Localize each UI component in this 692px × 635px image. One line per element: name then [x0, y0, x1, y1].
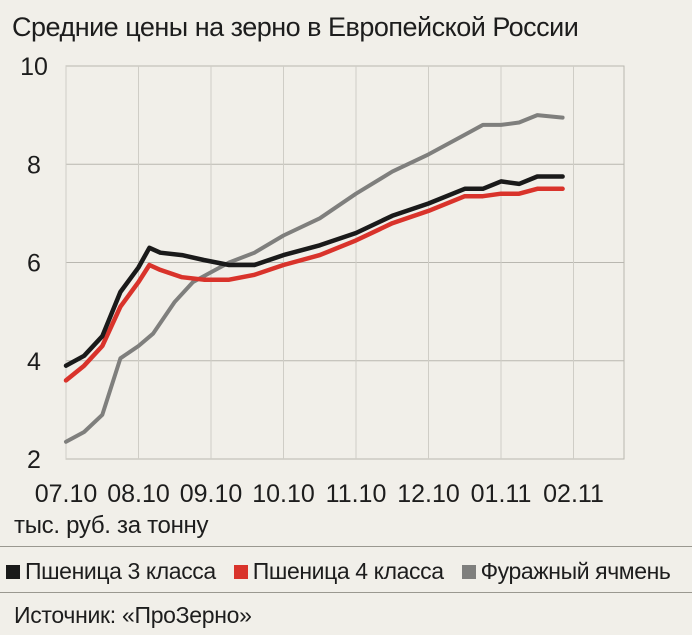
- series-line-wheat-4: [63, 186, 565, 383]
- legend-swatch-wheat-3: [6, 564, 20, 579]
- x-tick-label: 11.10: [326, 480, 387, 508]
- line-chart: 2 4 6 8 10 07.10 08.10 09.10 10.10 11.10 12.10 01.…: [20, 53, 625, 508]
- y-tick-label: 6: [27, 250, 41, 278]
- series-lines: [63, 113, 565, 444]
- legend-swatch-barley: [461, 564, 476, 579]
- y-tick-label: 8: [27, 151, 41, 179]
- source-note: Источник: «ПроЗерно»: [14, 602, 252, 628]
- legend-label-wheat-3: Пшеница 3 класса: [25, 558, 216, 584]
- legend-item-barley: Фуражный ячмень: [461, 558, 671, 585]
- legend-divider: [0, 546, 692, 547]
- x-tick-label: 08.10: [107, 480, 170, 508]
- legend-item-wheat-4: Пшеница 4 класса: [233, 558, 444, 585]
- legend-swatch-wheat-4: [233, 564, 248, 579]
- y-tick-label: 4: [27, 348, 41, 376]
- source-divider: [0, 592, 692, 593]
- series-line-barley: [64, 113, 565, 444]
- x-tick-label: 10.10: [252, 480, 315, 508]
- legend: Пшеница 3 класса Пшеница 4 класса Фуражн…: [6, 558, 671, 585]
- y-axis-unit-label: тыс. руб. за тонну: [14, 512, 209, 539]
- x-tick-label: 01.11: [471, 480, 532, 508]
- y-tick-label: 2: [27, 446, 41, 474]
- x-tick-label: 09.10: [180, 480, 243, 508]
- x-tick-label: 07.10: [35, 480, 98, 508]
- x-axis-ticks: 07.10 08.10 09.10 10.10 11.10 12.10 01.11 02.11: [35, 480, 604, 508]
- legend-item-wheat-3: Пшеница 3 класса: [6, 558, 216, 585]
- y-axis-ticks: 2 4 6 8 10: [20, 53, 48, 474]
- legend-label-barley: Фуражный ячмень: [480, 558, 671, 584]
- x-tick-label: 02.11: [543, 480, 604, 508]
- chart-title: Средние цены на зерно в Европейской Росс…: [12, 12, 579, 42]
- grid: [65, 65, 625, 460]
- legend-label-wheat-4: Пшеница 4 класса: [252, 558, 444, 584]
- x-tick-label: 12.10: [397, 480, 460, 508]
- series-line-wheat-3: [63, 174, 565, 368]
- y-tick-label: 10: [20, 53, 48, 81]
